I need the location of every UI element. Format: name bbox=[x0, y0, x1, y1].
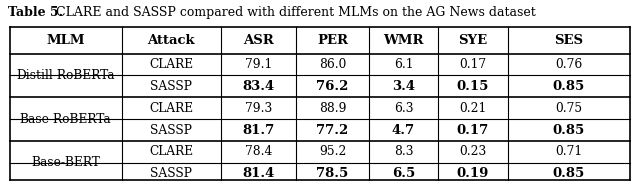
Text: 0.85: 0.85 bbox=[553, 167, 585, 180]
Text: CLARE: CLARE bbox=[149, 102, 193, 115]
Text: 6.3: 6.3 bbox=[394, 102, 413, 115]
Text: WMR: WMR bbox=[383, 34, 424, 47]
Text: Attack: Attack bbox=[147, 34, 195, 47]
Text: 88.9: 88.9 bbox=[319, 102, 346, 115]
Text: 0.85: 0.85 bbox=[553, 124, 585, 137]
Text: Base-BERT: Base-BERT bbox=[31, 156, 100, 169]
Text: 0.75: 0.75 bbox=[556, 102, 582, 115]
Text: 0.85: 0.85 bbox=[553, 80, 585, 93]
Text: 78.4: 78.4 bbox=[245, 145, 272, 158]
Text: 86.0: 86.0 bbox=[319, 58, 346, 71]
Text: 79.1: 79.1 bbox=[245, 58, 272, 71]
Text: 83.4: 83.4 bbox=[243, 80, 275, 93]
Text: Base-RoBERTa: Base-RoBERTa bbox=[20, 113, 111, 126]
Text: 3.4: 3.4 bbox=[392, 80, 415, 93]
Text: ASR: ASR bbox=[243, 34, 274, 47]
Text: 6.5: 6.5 bbox=[392, 167, 415, 180]
Text: 4.7: 4.7 bbox=[392, 124, 415, 137]
Text: SASSP: SASSP bbox=[150, 124, 192, 137]
Text: 0.21: 0.21 bbox=[460, 102, 486, 115]
Text: SYE: SYE bbox=[458, 34, 488, 47]
Text: 0.23: 0.23 bbox=[460, 145, 486, 158]
Text: MLM: MLM bbox=[46, 34, 85, 47]
Text: SASSP: SASSP bbox=[150, 80, 192, 93]
Text: SES: SES bbox=[554, 34, 584, 47]
Text: 0.71: 0.71 bbox=[556, 145, 582, 158]
Text: 0.19: 0.19 bbox=[457, 167, 489, 180]
Text: 6.1: 6.1 bbox=[394, 58, 413, 71]
Text: 81.4: 81.4 bbox=[243, 167, 275, 180]
Text: 0.17: 0.17 bbox=[457, 124, 489, 137]
Text: 76.2: 76.2 bbox=[316, 80, 349, 93]
Text: CLARE and SASSP compared with different MLMs on the AG News dataset: CLARE and SASSP compared with different … bbox=[52, 6, 536, 19]
Text: Distill-RoBERTa: Distill-RoBERTa bbox=[16, 69, 115, 82]
Text: 95.2: 95.2 bbox=[319, 145, 346, 158]
Text: 78.5: 78.5 bbox=[316, 167, 349, 180]
Text: 81.7: 81.7 bbox=[243, 124, 275, 137]
Text: SASSP: SASSP bbox=[150, 167, 192, 180]
Text: 79.3: 79.3 bbox=[245, 102, 272, 115]
Text: 0.15: 0.15 bbox=[457, 80, 489, 93]
Text: Table 5.: Table 5. bbox=[8, 6, 63, 19]
Text: 0.76: 0.76 bbox=[556, 58, 582, 71]
Text: CLARE: CLARE bbox=[149, 58, 193, 71]
Text: CLARE: CLARE bbox=[149, 145, 193, 158]
Text: 8.3: 8.3 bbox=[394, 145, 413, 158]
Text: 0.17: 0.17 bbox=[460, 58, 486, 71]
Text: PER: PER bbox=[317, 34, 348, 47]
Text: 77.2: 77.2 bbox=[316, 124, 349, 137]
